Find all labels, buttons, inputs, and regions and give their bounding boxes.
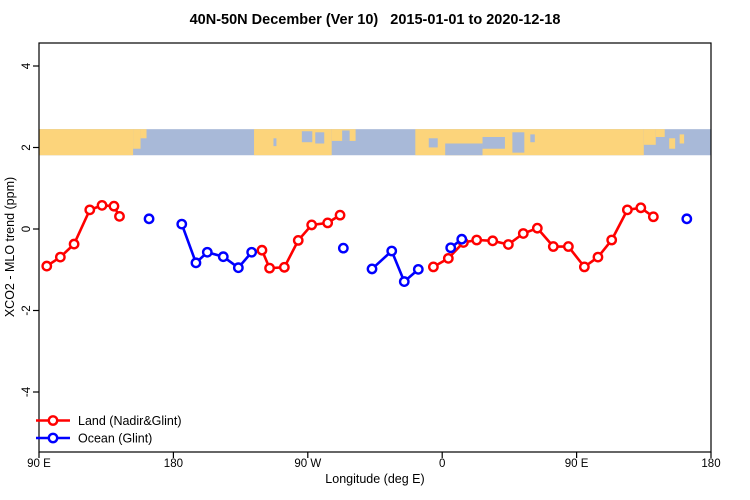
axis-ticks-layer: 90 E 180 90 W 0 90 E 180 -4 -2 0 2 4 [21, 62, 721, 470]
legend: Land (Nadir&Glint) Ocean (Glint) [36, 414, 182, 446]
x-tick-label: 90 E [27, 458, 51, 470]
y-tick-label: -2 [21, 305, 33, 315]
chart-title: 40N-50N December (Ver 10) 2015-01-01 to … [190, 12, 561, 28]
data-point-marker [190, 257, 202, 269]
y-tick-label: 4 [21, 62, 33, 69]
map-water [315, 132, 325, 144]
series-ocean [143, 213, 693, 287]
data-point-marker [292, 235, 304, 246]
data-point-marker [322, 217, 334, 229]
data-point-marker [412, 263, 424, 275]
data-point-marker [334, 209, 346, 221]
legend-land-label: Land (Nadir&Glint) [78, 414, 182, 428]
data-point-marker [386, 245, 398, 257]
x-axis-title: Longitude (deg E) [325, 472, 424, 486]
series-line [432, 206, 655, 269]
map-land [655, 129, 665, 137]
data-point-marker [442, 252, 454, 264]
data-point-marker [445, 242, 457, 254]
map-water [342, 130, 350, 141]
x-tick-label: 90 E [565, 458, 589, 470]
data-point-marker [337, 242, 349, 254]
data-point-marker [562, 241, 574, 252]
world-map-band [39, 129, 711, 156]
data-point-marker [232, 262, 244, 274]
data-point-marker [606, 234, 618, 246]
data-point-marker [54, 251, 66, 263]
x-tick-label: 90 W [294, 458, 321, 470]
map-land [643, 129, 656, 145]
x-tick-label: 180 [701, 458, 720, 470]
data-point-marker [592, 251, 604, 263]
data-point-marker [547, 241, 559, 252]
data-point-marker [114, 210, 125, 222]
data-point-marker [264, 262, 275, 274]
data-point-marker [176, 218, 188, 230]
plot-border [38, 42, 712, 453]
data-point-marker [256, 244, 268, 256]
map-land [679, 134, 685, 144]
data-point-marker [621, 204, 633, 216]
data-point-marker [398, 276, 410, 287]
map-water [530, 134, 535, 143]
y-tick-label: 0 [21, 226, 33, 232]
data-point-marker [201, 246, 213, 258]
data-point-marker [427, 261, 439, 273]
data-point-marker [471, 234, 483, 246]
data-point-marker [143, 213, 155, 225]
legend-ocean-marker [47, 432, 59, 444]
legend-ocean-label: Ocean (Glint) [78, 432, 152, 446]
data-point-marker [502, 239, 514, 250]
data-point-marker [108, 200, 120, 212]
map-water [273, 138, 277, 147]
x-tick-label: 0 [439, 458, 445, 470]
data-point-marker [68, 238, 80, 250]
data-point-marker [456, 233, 468, 245]
data-series-layer [41, 199, 693, 287]
map-land [39, 129, 134, 156]
data-point-marker [84, 204, 96, 216]
map-water [482, 136, 505, 149]
data-point-marker [278, 261, 290, 273]
series-line [371, 248, 420, 284]
legend-land-marker [47, 415, 59, 426]
data-point-marker [517, 228, 529, 239]
data-point-marker [306, 219, 318, 231]
map-water [445, 143, 483, 156]
x-tick-label: 180 [164, 458, 183, 470]
y-axis-title: XCO2 - MLO trend (ppm) [3, 177, 17, 317]
y-tick-label: 2 [21, 144, 33, 150]
data-point-marker [635, 202, 647, 214]
data-point-marker [217, 251, 229, 263]
data-point-marker [531, 222, 543, 234]
map-land [669, 138, 676, 149]
map-land [133, 129, 141, 149]
data-point-marker [366, 263, 378, 275]
map-water [512, 132, 525, 153]
map-water [428, 138, 438, 148]
series-land [41, 199, 659, 274]
data-point-marker [681, 213, 693, 225]
data-point-marker [647, 211, 659, 223]
data-point-marker [578, 261, 590, 273]
data-point-marker [246, 246, 258, 258]
data-point-marker [96, 199, 108, 211]
map-land [140, 129, 147, 139]
y-tick-label: -4 [21, 386, 33, 397]
data-point-marker [487, 235, 499, 247]
data-point-marker [41, 260, 53, 272]
map-water [301, 131, 313, 143]
